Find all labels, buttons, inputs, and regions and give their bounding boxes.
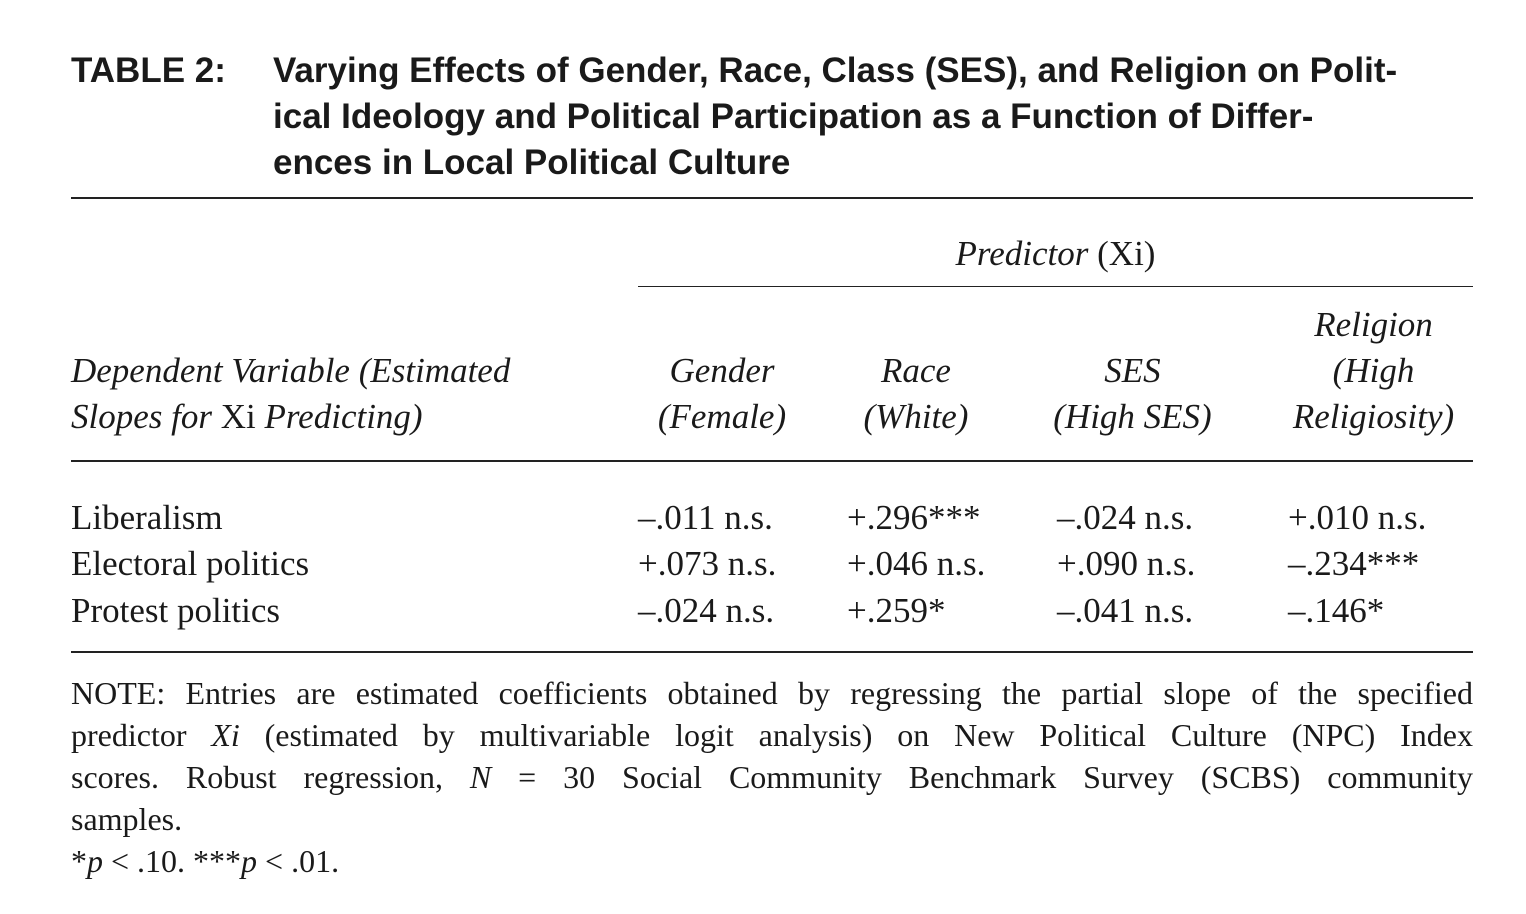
- sig-star-1: *: [71, 843, 87, 879]
- cell-protest-religion: –.146*: [1288, 591, 1385, 630]
- cell-liberalism-gender: –.011 n.s.: [638, 498, 773, 537]
- sig-threshold-1: < .10. ***: [103, 843, 242, 879]
- note-line-3c: = 30 Social Community Benchmark Survey (…: [491, 759, 1474, 795]
- col-header-religion-1: (High: [1332, 351, 1415, 390]
- cell-electoral-ses: +.090 n.s.: [1057, 544, 1196, 583]
- note-line-3: scores. Robust regression, N = 30 Social…: [71, 756, 1473, 798]
- top-rule: [71, 197, 1473, 199]
- note-line-2b: Xi: [211, 717, 240, 753]
- cell-liberalism-religion: +.010 n.s.: [1288, 498, 1427, 537]
- note-line-2a: predictor: [71, 717, 212, 753]
- col-header-gender-1: Gender: [669, 351, 775, 390]
- col-header-ses-1: SES: [1104, 351, 1161, 390]
- stub-header-line-2: Slopes for Xi Predicting): [71, 394, 423, 440]
- col-header-religion-0: Religion: [1314, 305, 1433, 344]
- table-note: NOTE: Entries are estimated coefficients…: [71, 672, 1473, 882]
- table-title-line-1: Varying Effects of Gender, Race, Class (…: [273, 51, 1398, 90]
- table-title: Varying Effects of Gender, Race, Class (…: [273, 48, 1483, 186]
- sig-p-2: p: [241, 843, 258, 879]
- row-label-liberalism: Liberalism: [71, 498, 223, 537]
- bottom-rule: [71, 651, 1473, 653]
- spanner-italic: Predictor: [955, 234, 1089, 273]
- cell-electoral-gender: +.073 n.s.: [638, 544, 777, 583]
- note-significance: *p < .10. ***p < .01.: [71, 840, 1473, 882]
- note-line-3a: scores. Robust regression,: [71, 759, 470, 795]
- cell-electoral-race: +.046 n.s.: [847, 544, 986, 583]
- cell-protest-race: +.259*: [847, 591, 946, 630]
- col-header-gender-2: (Female): [657, 397, 787, 436]
- cell-liberalism-race: +.296***: [847, 498, 981, 537]
- stub-header-line-2a: Slopes for: [71, 397, 221, 436]
- note-line-3b: N: [469, 759, 492, 795]
- sig-threshold-2: < .01.: [257, 843, 340, 879]
- spanner-plain: (Xi): [1097, 234, 1156, 273]
- header-rule: [71, 460, 1473, 462]
- note-line-4: samples.: [71, 801, 183, 837]
- cell-liberalism-ses: –.024 n.s.: [1057, 498, 1194, 537]
- spanner-rule: [638, 286, 1473, 287]
- col-header-race-1: Race: [881, 351, 951, 390]
- cell-protest-gender: –.024 n.s.: [638, 591, 775, 630]
- stub-header-line-2c: Predicting): [255, 397, 423, 436]
- stub-header-line-1: Dependent Variable (Estimated: [71, 351, 511, 390]
- stub-header-line-2b: Xi: [220, 397, 256, 436]
- col-header-religion-2: Religiosity): [1292, 397, 1455, 436]
- spanner-header: Predictor (Xi): [638, 231, 1473, 277]
- note-line-2: predictor Xi (estimated by multivariable…: [71, 714, 1473, 756]
- col-header-race-2: (White): [863, 397, 969, 436]
- note-line-1: NOTE: Entries are estimated coefficients…: [71, 675, 1473, 711]
- sig-p-1: p: [87, 843, 103, 879]
- note-line-2c: (estimated by multivariable logit analys…: [239, 717, 1474, 753]
- table-label: TABLE 2:: [71, 51, 226, 90]
- row-label-protest: Protest politics: [71, 591, 281, 630]
- table-title-line-3: ences in Local Political Culture: [273, 143, 791, 182]
- cell-electoral-religion: –.234***: [1288, 544, 1420, 583]
- row-label-electoral: Electoral politics: [71, 544, 310, 583]
- table-title-line-2: ical Ideology and Political Participatio…: [273, 97, 1314, 136]
- cell-protest-ses: –.041 n.s.: [1057, 591, 1194, 630]
- col-header-ses-2: (High SES): [1053, 397, 1212, 436]
